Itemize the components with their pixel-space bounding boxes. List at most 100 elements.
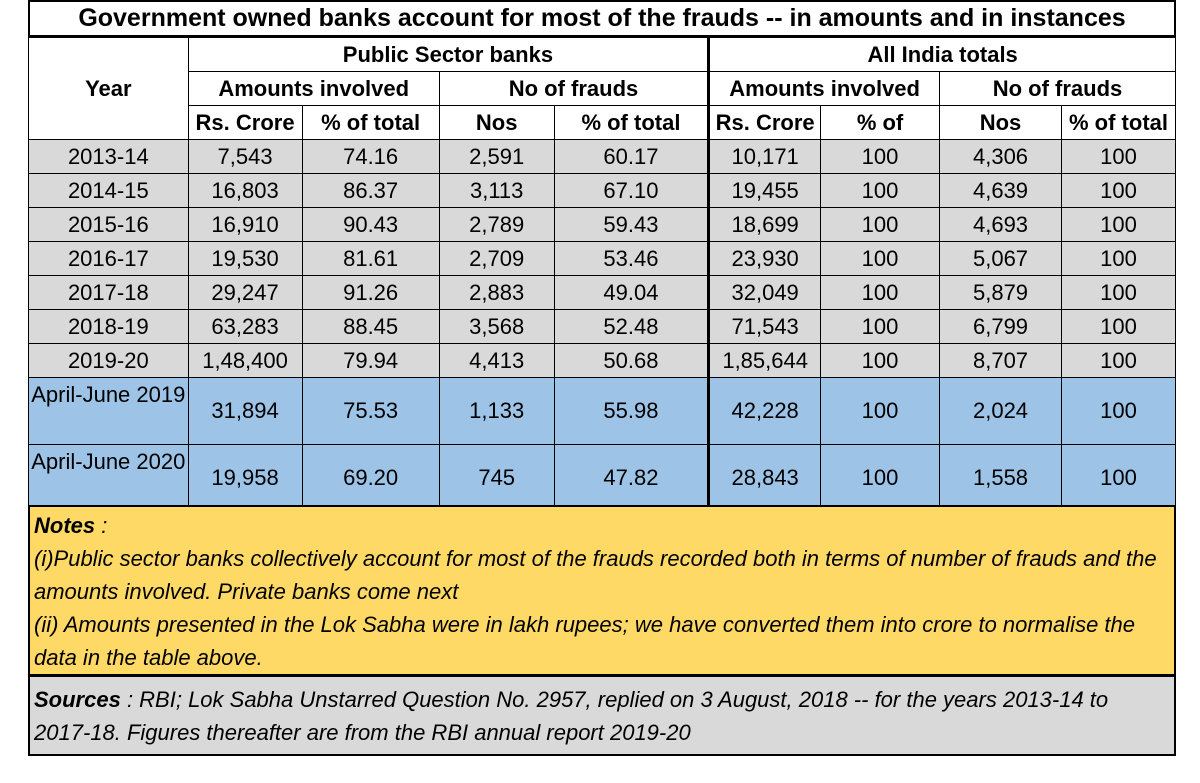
- table-row: 2018-19 63,283 88.45 3,568 52.48 71,543 …: [28, 309, 1176, 344]
- year-column-header: Year: [28, 37, 189, 140]
- all-nos-cell: 2,024: [939, 377, 1063, 445]
- all-amount-pct-cell: 100: [820, 173, 941, 208]
- all-amounts-involved-header: Amounts involved: [707, 71, 941, 106]
- all-india-totals-header: All India totals: [707, 37, 1176, 72]
- all-nos-cell: 6,799: [939, 309, 1063, 344]
- notes-heading-line: Notes :: [34, 509, 1170, 542]
- all-nos-pct-cell: 100: [1061, 275, 1176, 310]
- public-sector-banks-header: Public Sector banks: [187, 37, 710, 72]
- year-cell: April-June 2019: [28, 377, 189, 445]
- year-cell: 2014-15: [28, 173, 189, 208]
- all-amount-pct-cell: 100: [820, 444, 941, 512]
- psb-amount-cell: 16,910: [187, 207, 303, 242]
- year-cell: 2018-19: [28, 309, 189, 344]
- all-nos-cell: 4,693: [939, 207, 1063, 242]
- year-cell: 2015-16: [28, 207, 189, 242]
- document-frame: Government owned banks account for most …: [28, 0, 1176, 756]
- psb-nos-cell: 1,133: [438, 377, 555, 445]
- psb-amount-pct-cell: 91.26: [301, 275, 440, 310]
- notes-heading: Notes: [34, 513, 96, 538]
- year-cell: 2013-14: [28, 139, 189, 174]
- psb-nos-cell: 3,568: [438, 309, 555, 344]
- all-no-of-frauds-header: No of frauds: [939, 71, 1176, 106]
- psb-nos-pct-cell: 59.43: [553, 207, 710, 242]
- psb-amount-cell: 31,894: [187, 377, 303, 445]
- psb-nos-cell: 2,789: [438, 207, 555, 242]
- all-nos-pct-cell: 100: [1061, 444, 1176, 512]
- table-row: April-June 2020 19,958 69.20 745 47.82 2…: [28, 444, 1176, 512]
- all-nos-cell: 4,639: [939, 173, 1063, 208]
- all-nos-pct-cell: 100: [1061, 377, 1176, 445]
- psb-amount-pct-cell: 74.16: [301, 139, 440, 174]
- sources-box: Sources : RBI; Lok Sabha Unstarred Quest…: [28, 676, 1176, 756]
- psb-amount-cell: 63,283: [187, 309, 303, 344]
- fraud-table: Year Public Sector banks All India total…: [28, 37, 1176, 512]
- notes-heading-suffix: :: [95, 513, 108, 538]
- sources-heading: Sources: [34, 687, 121, 712]
- all-amount-cell: 1,85,644: [707, 343, 822, 378]
- table-row: 2016-17 19,530 81.61 2,709 53.46 23,930 …: [28, 241, 1176, 276]
- all-nos-pct-cell: 100: [1061, 173, 1176, 208]
- all-amount-cell: 23,930: [707, 241, 822, 276]
- all-nos-pct-cell: 100: [1061, 139, 1176, 174]
- unit-header: % of total: [301, 105, 440, 140]
- psb-nos-cell: 2,591: [438, 139, 555, 174]
- psb-no-of-frauds-header: No of frauds: [438, 71, 710, 106]
- psb-nos-pct-cell: 52.48: [553, 309, 710, 344]
- all-nos-pct-cell: 100: [1061, 309, 1176, 344]
- unit-header: Nos: [939, 105, 1063, 140]
- all-amount-pct-cell: 100: [820, 309, 941, 344]
- psb-amount-pct-cell: 81.61: [301, 241, 440, 276]
- psb-amount-pct-cell: 88.45: [301, 309, 440, 344]
- psb-amount-cell: 16,803: [187, 173, 303, 208]
- year-cell: 2019-20: [28, 343, 189, 378]
- psb-nos-pct-cell: 47.82: [553, 444, 710, 512]
- notes-box: Notes : (i)Public sector banks collectiv…: [28, 505, 1176, 676]
- psb-nos-cell: 2,883: [438, 275, 555, 310]
- psb-nos-pct-cell: 53.46: [553, 241, 710, 276]
- unit-header: % of total: [1061, 105, 1176, 140]
- year-cell: 2016-17: [28, 241, 189, 276]
- year-cell: April-June 2020: [28, 444, 189, 512]
- psb-amount-cell: 1,48,400: [187, 343, 303, 378]
- sources-text: : RBI; Lok Sabha Unstarred Question No. …: [34, 687, 1109, 745]
- note-one: (i)Public sector banks collectively acco…: [34, 546, 1157, 604]
- psb-amount-cell: 7,543: [187, 139, 303, 174]
- table-row: 2019-20 1,48,400 79.94 4,413 50.68 1,85,…: [28, 343, 1176, 378]
- all-amount-cell: 32,049: [707, 275, 822, 310]
- psb-amount-pct-cell: 79.94: [301, 343, 440, 378]
- all-amount-cell: 28,843: [707, 444, 822, 512]
- all-amount-pct-cell: 100: [820, 139, 941, 174]
- all-amount-cell: 18,699: [707, 207, 822, 242]
- all-amount-pct-cell: 100: [820, 275, 941, 310]
- table-row: 2017-18 29,247 91.26 2,883 49.04 32,049 …: [28, 275, 1176, 310]
- all-nos-cell: 5,067: [939, 241, 1063, 276]
- year-cell: 2017-18: [28, 275, 189, 310]
- all-nos-cell: 5,879: [939, 275, 1063, 310]
- all-nos-pct-cell: 100: [1061, 241, 1176, 276]
- all-amount-pct-cell: 100: [820, 207, 941, 242]
- all-amount-cell: 42,228: [707, 377, 822, 445]
- unit-header: % of: [820, 105, 941, 140]
- table-title: Government owned banks account for most …: [28, 0, 1176, 37]
- psb-amount-pct-cell: 86.37: [301, 173, 440, 208]
- all-nos-cell: 4,306: [939, 139, 1063, 174]
- psb-nos-pct-cell: 49.04: [553, 275, 710, 310]
- psb-nos-pct-cell: 55.98: [553, 377, 710, 445]
- psb-nos-cell: 3,113: [438, 173, 555, 208]
- all-nos-pct-cell: 100: [1061, 207, 1176, 242]
- all-amount-pct-cell: 100: [820, 241, 941, 276]
- psb-nos-cell: 4,413: [438, 343, 555, 378]
- table-row: 2014-15 16,803 86.37 3,113 67.10 19,455 …: [28, 173, 1176, 208]
- psb-amounts-involved-header: Amounts involved: [187, 71, 440, 106]
- all-amount-cell: 71,543: [707, 309, 822, 344]
- psb-nos-cell: 745: [438, 444, 555, 512]
- all-amount-pct-cell: 100: [820, 377, 941, 445]
- unit-header: Nos: [438, 105, 555, 140]
- all-nos-pct-cell: 100: [1061, 343, 1176, 378]
- all-amount-cell: 10,171: [707, 139, 822, 174]
- psb-nos-pct-cell: 50.68: [553, 343, 710, 378]
- psb-nos-pct-cell: 60.17: [553, 139, 710, 174]
- table-row: April-June 2019 31,894 75.53 1,133 55.98…: [28, 377, 1176, 445]
- unit-header: % of total: [553, 105, 710, 140]
